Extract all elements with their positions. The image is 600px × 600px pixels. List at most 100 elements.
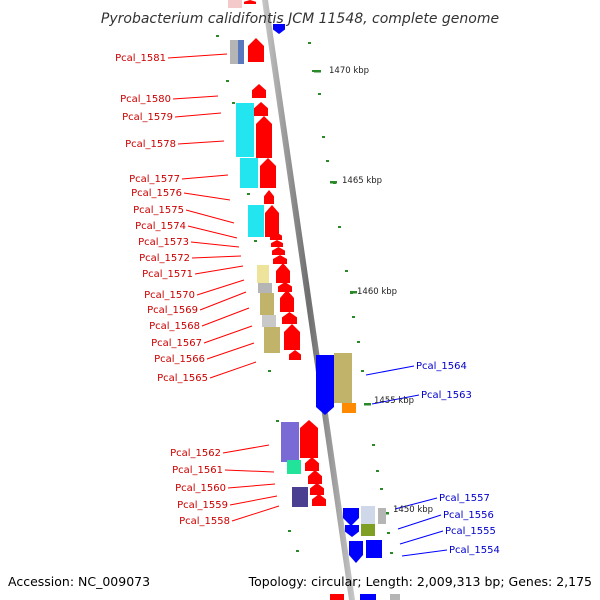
connector-line — [229, 495, 278, 506]
gene-label: Pcal_1576 — [131, 188, 182, 199]
gene-arrow-reverse — [349, 541, 363, 563]
connector-line — [187, 225, 238, 239]
scale-tick — [326, 160, 329, 162]
scale-label: 1470 kbp — [329, 66, 369, 76]
connector-line — [196, 279, 245, 296]
scale-labels: 1470 kbp 1465 kbp 1460 kbp 1455 kbp 1450 kbp — [329, 66, 433, 515]
gene-box — [360, 594, 376, 600]
gene-arrow-forward — [284, 324, 300, 350]
scale-tick — [390, 552, 393, 554]
page-title: Pyrobacterium calidifontis JCM 11548, co… — [101, 11, 499, 27]
gene-label: Pcal_1570 — [144, 290, 195, 301]
connector-line — [397, 514, 442, 530]
gene-box — [238, 40, 244, 64]
scale-tick — [268, 370, 271, 372]
gene-arrow-forward — [271, 240, 283, 247]
gene-arrow-forward — [260, 158, 276, 188]
scale-tick — [387, 532, 390, 534]
connector-line — [203, 325, 253, 344]
gene-arrow-forward — [289, 350, 301, 360]
connector-line — [209, 361, 257, 379]
gene-arrow-forward — [248, 38, 264, 62]
gene-box — [330, 594, 344, 600]
scale-tick — [232, 102, 235, 104]
gene-arrow-forward — [310, 483, 324, 495]
genome-backbone — [262, 0, 355, 600]
connector-line — [206, 342, 255, 360]
gene-label: Pcal_1562 — [170, 448, 221, 459]
gene-label: Pcal_1563 — [421, 390, 472, 401]
label-connectors — [167, 53, 448, 557]
gene-label: Pcal_1556 — [443, 510, 494, 521]
gene-arrow-forward — [264, 190, 274, 204]
connector-line — [224, 469, 275, 473]
scale-major-tick — [364, 403, 371, 406]
gene-label: Pcal_1557 — [439, 493, 490, 504]
gene-label: Pcal_1558 — [179, 516, 230, 527]
scale-major-tick — [330, 181, 337, 184]
gene-label: Pcal_1568 — [149, 321, 200, 332]
gene-box — [361, 506, 375, 524]
gene-arrow-forward — [280, 290, 294, 312]
connector-line — [199, 291, 247, 311]
gene-label: Pcal_1560 — [175, 483, 226, 494]
connector-line — [191, 255, 242, 259]
scale-tick — [357, 341, 360, 343]
gene-features — [228, 0, 400, 600]
gene-arrow-forward — [252, 84, 266, 98]
gene-label: Pcal_1555 — [445, 526, 496, 537]
gene-box — [378, 508, 386, 524]
gene-arrow-forward — [282, 312, 297, 324]
scale-tick — [376, 470, 379, 472]
scale-tick — [276, 420, 279, 422]
gene-box — [264, 327, 280, 353]
gene-box — [236, 103, 254, 157]
scale-tick — [312, 70, 315, 72]
gene-box — [361, 524, 375, 536]
connector-line — [174, 112, 222, 118]
gene-label: Pcal_1573 — [138, 237, 189, 248]
gene-label: Pcal_1567 — [151, 338, 202, 349]
connector-line — [172, 95, 219, 100]
gene-arrow-forward — [270, 232, 282, 240]
gene-label: Pcal_1571 — [142, 269, 193, 280]
gene-label: Pcal_1574 — [135, 221, 186, 232]
right-gene-labels: Pcal_1564 Pcal_1563 Pcal_1557 Pcal_1556 Pcal… — [416, 361, 500, 556]
connector-line — [401, 549, 448, 557]
gene-arrow-forward — [278, 282, 292, 292]
gene-box — [260, 293, 274, 315]
gene-arrow-reverse — [345, 525, 359, 537]
scale-major-tick — [314, 70, 321, 73]
gene-arrow-forward — [276, 263, 290, 283]
scale-tick — [372, 444, 375, 446]
gene-label: Pcal_1559 — [177, 500, 228, 511]
gene-label: Pcal_1575 — [133, 205, 184, 216]
gene-arrow-forward — [308, 470, 322, 484]
gene-arrow-forward — [272, 247, 285, 255]
topology-label: Topology: circular; Length: 2,009,313 bp… — [248, 574, 592, 589]
connector-line — [181, 174, 229, 180]
connector-line — [399, 530, 444, 545]
gene-arrow-forward — [256, 116, 272, 158]
scale-tick — [338, 226, 341, 228]
connector-line — [227, 483, 276, 489]
gene-label: Pcal_1561 — [172, 465, 223, 476]
scale-label: 1460 kbp — [357, 287, 397, 297]
gene-box — [230, 40, 238, 64]
scale-major-tick — [350, 291, 357, 294]
connector-line — [194, 265, 244, 275]
gene-box — [248, 205, 264, 237]
scale-tick — [254, 240, 257, 242]
connector-line — [167, 53, 228, 59]
scale-tick — [226, 80, 229, 82]
gene-box — [342, 403, 356, 413]
gene-arrow-forward — [273, 255, 287, 264]
gene-arrow-reverse — [343, 508, 359, 526]
connector-line — [185, 209, 235, 224]
gene-label: Pcal_1554 — [449, 545, 500, 556]
gene-box — [287, 460, 301, 474]
scale-tick — [288, 530, 291, 532]
gene-label: Pcal_1572 — [139, 253, 190, 264]
scale-tick — [247, 193, 250, 195]
